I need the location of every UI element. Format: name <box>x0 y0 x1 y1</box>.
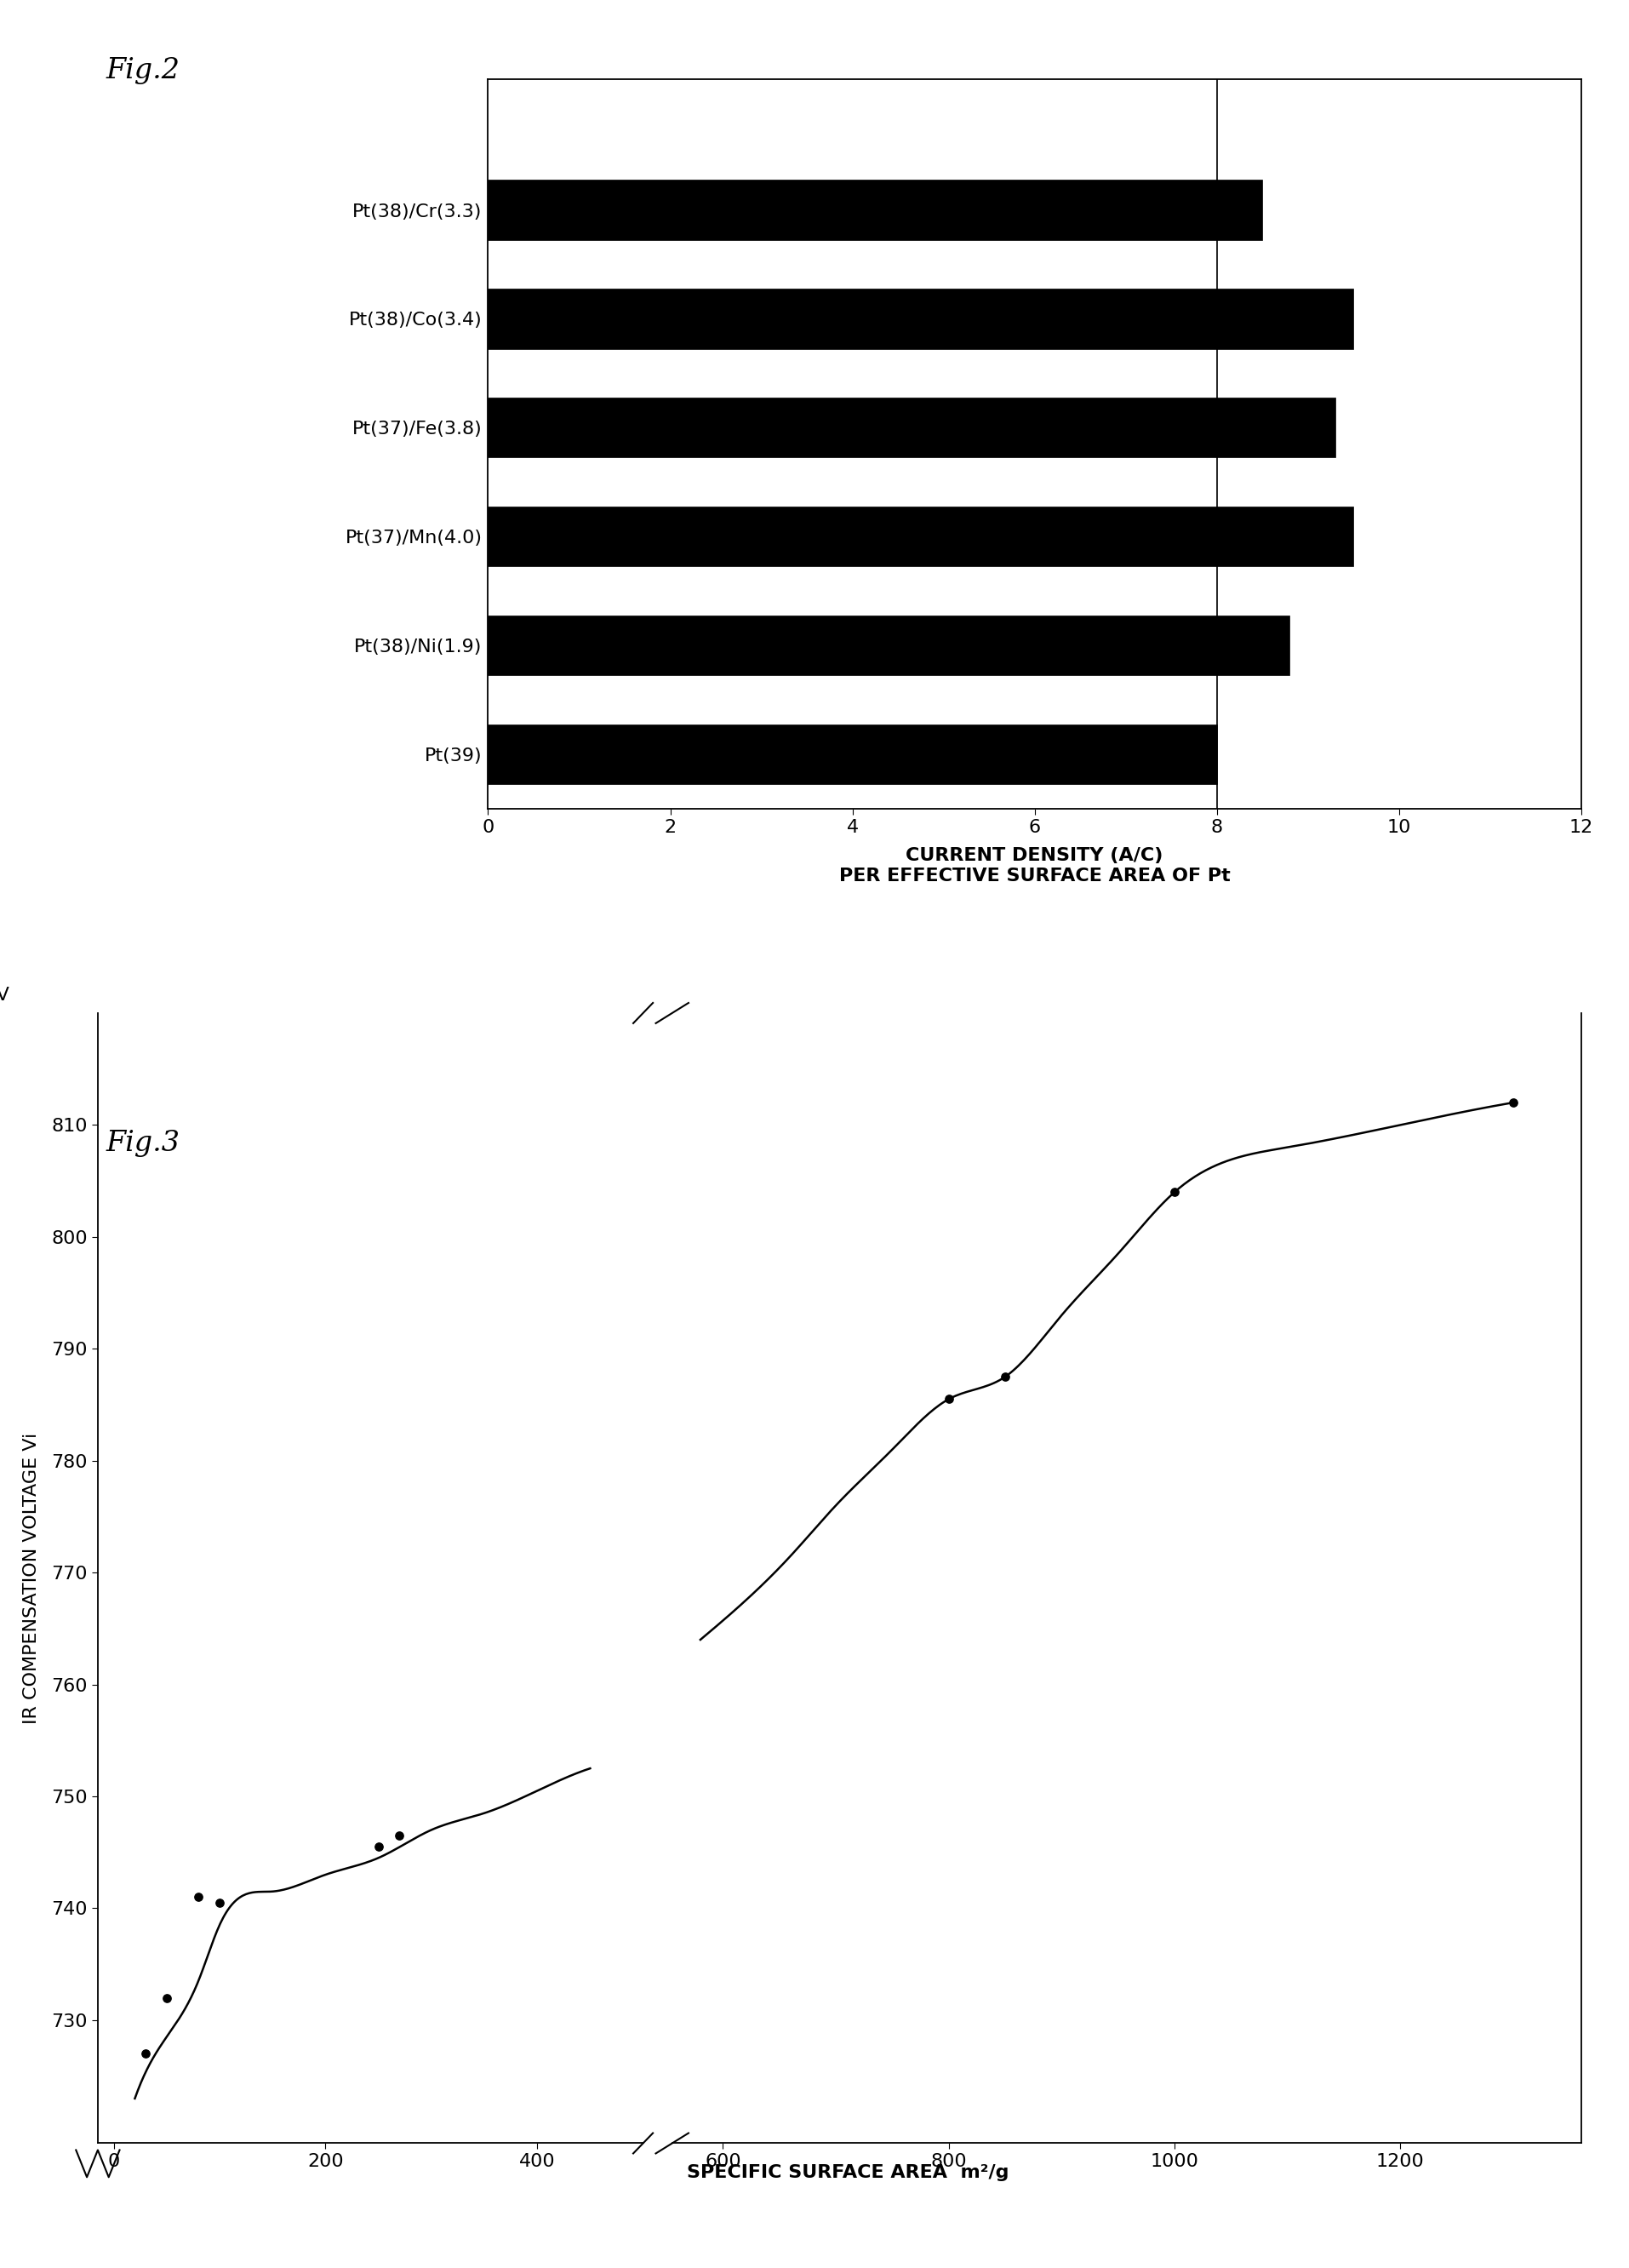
Text: mV: mV <box>0 987 10 1005</box>
Text: Fig.3: Fig.3 <box>106 1129 179 1157</box>
Point <box>132 2037 158 2073</box>
Y-axis label: IR COMPENSATION VOLTAGE Vi: IR COMPENSATION VOLTAGE Vi <box>23 1433 39 1724</box>
Bar <box>487 506 1352 567</box>
Point <box>153 1980 179 2016</box>
Bar <box>487 288 1352 349</box>
X-axis label: CURRENT DENSITY (A/C)
PER EFFECTIVE SURFACE AREA OF Pt: CURRENT DENSITY (A/C) PER EFFECTIVE SURF… <box>839 848 1230 885</box>
Text: SPECIFIC SURFACE AREA  m²/g: SPECIFIC SURFACE AREA m²/g <box>686 2164 1008 2182</box>
Text: Fig.2: Fig.2 <box>106 57 179 84</box>
Point <box>1499 1084 1525 1120</box>
Point <box>1161 1175 1188 1211</box>
Point <box>207 1885 233 1921</box>
Point <box>992 1359 1018 1395</box>
Point <box>386 1817 412 1853</box>
Bar <box>487 723 1215 785</box>
Point <box>365 1828 391 1864</box>
Bar <box>487 615 1289 676</box>
Point <box>935 1381 961 1418</box>
Bar <box>487 179 1261 240</box>
Point <box>186 1878 212 1914</box>
Bar <box>487 397 1334 458</box>
